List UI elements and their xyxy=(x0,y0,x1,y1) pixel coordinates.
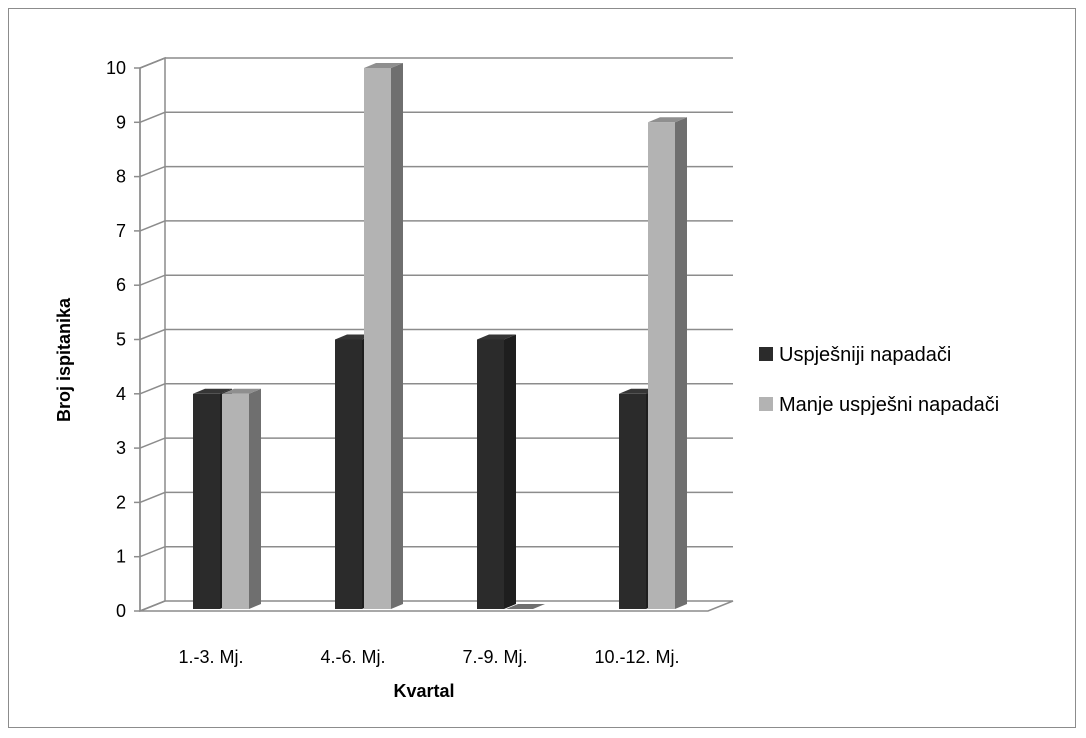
chart-frame xyxy=(8,8,1076,728)
gridline xyxy=(139,57,733,69)
floor xyxy=(139,600,734,612)
gridline xyxy=(139,491,733,504)
gridline xyxy=(139,111,733,123)
y-tick-label: 8 xyxy=(116,167,126,187)
bar-front xyxy=(222,393,249,609)
gridline xyxy=(139,220,733,232)
bar-front xyxy=(648,122,675,610)
y-tick-label: 9 xyxy=(116,112,126,132)
legend-swatch-uspjesniji xyxy=(759,347,773,361)
bar xyxy=(222,388,261,609)
x-tick-label: 7.-9. Mj. xyxy=(462,647,527,667)
bar xyxy=(648,117,687,610)
bar-side xyxy=(675,117,687,610)
legend: Uspješniji napadači Manje uspješni napad… xyxy=(759,344,999,416)
bar xyxy=(364,63,403,609)
bar-front xyxy=(193,393,220,609)
bar-top xyxy=(193,388,232,394)
x-tick-label: 10.-12. Mj. xyxy=(594,647,679,667)
bar-front xyxy=(364,68,391,609)
y-tick-label: 2 xyxy=(116,492,126,512)
bar-side xyxy=(504,334,516,609)
bars xyxy=(193,63,687,610)
x-tick-label: 4.-6. Mj. xyxy=(320,647,385,667)
bar-top xyxy=(364,63,403,68)
y-axis-title: Broj ispitanika xyxy=(54,297,74,422)
y-tick-label: 6 xyxy=(116,275,126,295)
legend-label-manje-uspjesni: Manje uspješni napadači xyxy=(779,394,999,416)
bar-front xyxy=(477,339,504,609)
x-axis-title: Kvartal xyxy=(393,681,454,701)
x-tick-label: 1.-3. Mj. xyxy=(178,647,243,667)
y-tick-label: 7 xyxy=(116,221,126,241)
bar-top xyxy=(477,334,516,340)
bar-front xyxy=(619,393,646,609)
bar xyxy=(506,604,545,609)
gridline xyxy=(139,545,733,558)
x-tick-labels: 1.-3. Mj. 4.-6. Mj. 7.-9. Mj. 10.-12. Mj. xyxy=(178,647,679,667)
bar-top xyxy=(222,388,261,394)
y-tick-labels: 0 1 2 3 4 5 6 7 8 9 10 xyxy=(106,58,126,621)
y-tick-label: 4 xyxy=(116,384,126,404)
bar-top xyxy=(648,117,687,123)
gridline xyxy=(139,437,733,449)
gridline xyxy=(139,383,733,395)
gridlines xyxy=(134,57,733,612)
gridline xyxy=(139,274,733,286)
y-tick-label: 0 xyxy=(116,601,126,621)
bar-front xyxy=(335,339,362,609)
bar-side xyxy=(391,63,403,609)
legend-swatch-manje-uspjesni xyxy=(759,397,773,411)
y-tick-label: 3 xyxy=(116,438,126,458)
bar-side xyxy=(249,388,261,609)
y-tick-label: 5 xyxy=(116,330,126,350)
bar xyxy=(477,334,516,609)
gridline xyxy=(139,165,733,178)
y-tick-label: 1 xyxy=(116,547,126,567)
y-tick-label: 10 xyxy=(106,58,126,78)
bar-zero xyxy=(506,604,545,609)
gridline xyxy=(139,328,733,341)
legend-label-uspjesniji: Uspješniji napadači xyxy=(779,344,951,366)
